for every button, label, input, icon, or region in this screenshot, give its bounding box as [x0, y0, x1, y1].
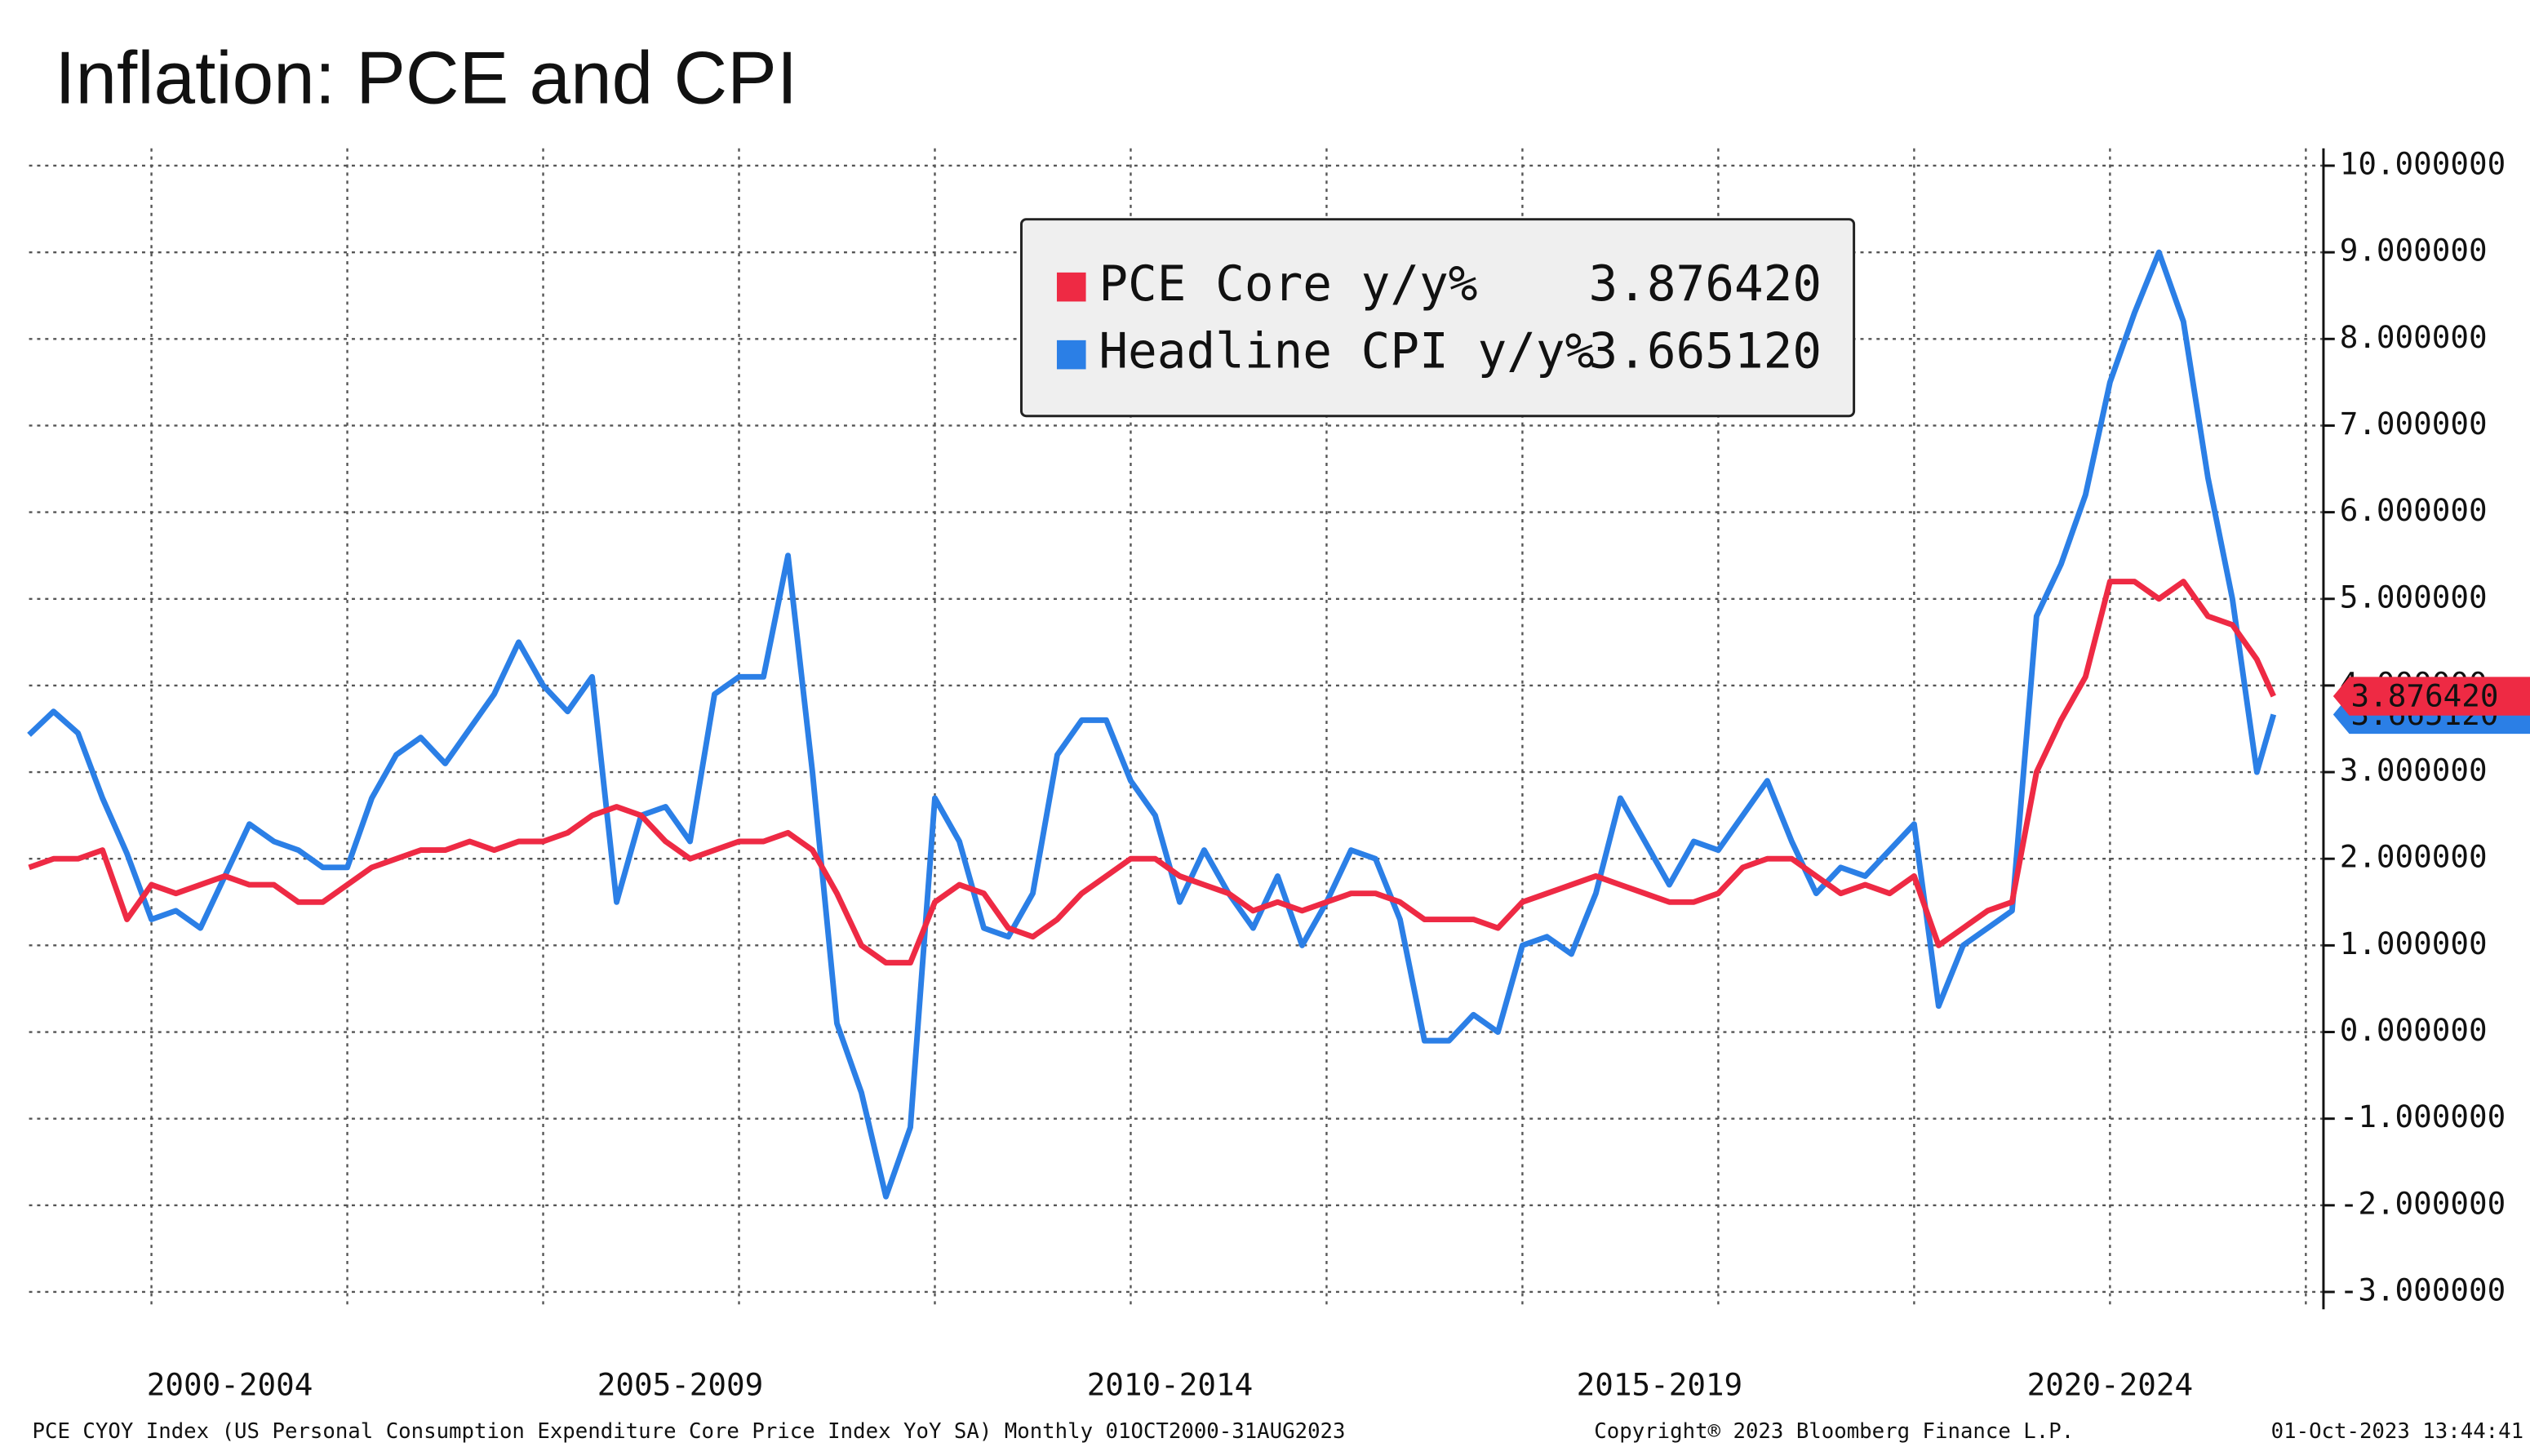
last-value-tag — [2332, 677, 2530, 716]
y-tick-label: 5.000000 — [2340, 579, 2488, 615]
legend-value: 3.876420 — [1588, 255, 1822, 312]
series-line — [28, 579, 2276, 966]
lines — [27, 249, 2277, 1200]
y-tick-label: 2.000000 — [2340, 839, 2488, 875]
legend-label: Headline CPI y/y% — [1099, 323, 1594, 380]
y-tick-label: 9.000000 — [2340, 233, 2488, 269]
legend-value: 3.665120 — [1588, 323, 1822, 380]
x-tick-label: 2015-2019 — [1577, 1367, 1743, 1403]
last-value-label: 3.876420 — [2351, 678, 2499, 714]
y-tick-label: 6.000000 — [2340, 492, 2488, 528]
legend-swatch — [1056, 272, 1086, 302]
x-tick-label: 2010-2014 — [1087, 1367, 1254, 1403]
x-tick-label: 2020-2024 — [2027, 1367, 2194, 1403]
y-tick-label: -2.000000 — [2340, 1185, 2506, 1221]
legend-swatch — [1056, 340, 1086, 370]
copyright: Copyright® 2023 Bloomberg Finance L.P. — [1594, 1419, 2074, 1444]
legend: PCE Core y/y% 3.876420 Headline CPI y/y%3.… — [1019, 218, 1856, 418]
y-tick-label: 0.000000 — [2340, 1012, 2488, 1048]
y-tick-label: 1.000000 — [2340, 926, 2488, 961]
footnote: PCE CYOY Index (US Personal Consumption … — [33, 1419, 1346, 1444]
x-tick-label: 2005-2009 — [597, 1367, 764, 1403]
chart-title: Inflation: PCE and CPI — [55, 38, 797, 120]
y-tick-label: -3.000000 — [2340, 1272, 2506, 1307]
y-tick-label: 10.000000 — [2340, 145, 2506, 181]
legend-box — [1019, 218, 1856, 418]
grid — [29, 148, 2324, 1310]
y-tick-label: -1.000000 — [2340, 1099, 2506, 1134]
x-tick-label: 2000-2004 — [147, 1367, 313, 1403]
y-tick-label: 8.000000 — [2340, 319, 2488, 355]
y-tick-label: 3.000000 — [2340, 752, 2488, 788]
y-tick-label: 7.000000 — [2340, 406, 2488, 442]
y-axis: 10.000000 9.000000 8.000000 7.000000 6.00000… — [147, 145, 2530, 1403]
legend-label: PCE Core y/y% — [1099, 255, 1477, 312]
timestamp: 01-Oct-2023 13:44:41 — [2271, 1419, 2523, 1444]
series-line — [27, 249, 2277, 1200]
